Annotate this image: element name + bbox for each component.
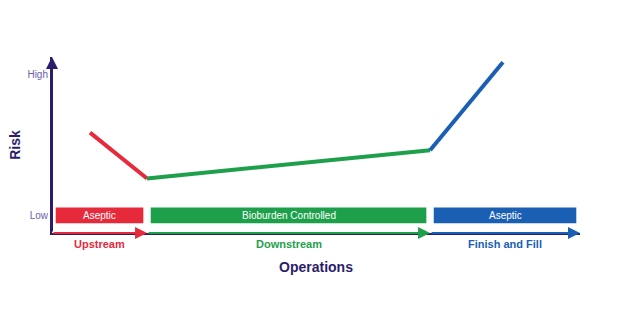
svg-text:Bioburden Controlled: Bioburden Controlled	[242, 210, 336, 221]
svg-text:Aseptic: Aseptic	[489, 210, 522, 221]
svg-text:Upstream: Upstream	[74, 238, 125, 250]
svg-text:Finish and Fill: Finish and Fill	[468, 238, 542, 250]
svg-text:High: High	[27, 69, 48, 80]
svg-text:Operations: Operations	[279, 259, 353, 275]
svg-text:Downstream: Downstream	[256, 238, 322, 250]
svg-text:Aseptic: Aseptic	[83, 210, 116, 221]
svg-text:Low: Low	[30, 210, 49, 221]
svg-text:Risk: Risk	[7, 130, 23, 160]
